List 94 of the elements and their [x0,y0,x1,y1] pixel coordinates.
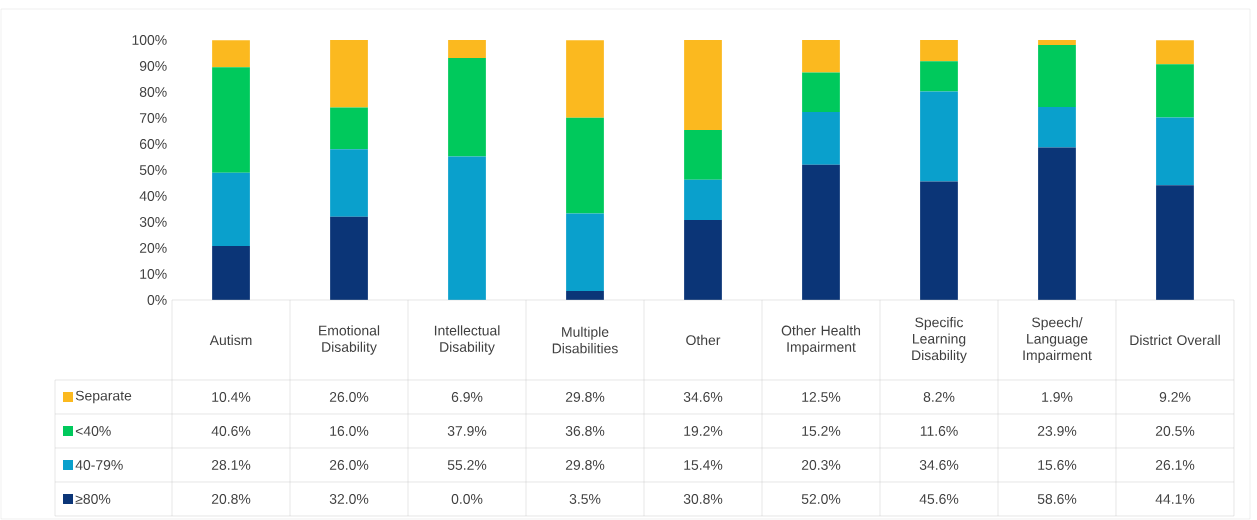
bar [920,91,958,182]
bar [330,216,368,300]
bar [330,149,368,217]
bar [1156,185,1194,300]
bar [802,72,840,113]
bar [566,117,604,214]
data-label: 0.0% [451,494,483,504]
data-label: 32.0% [329,494,369,504]
legend-label: ≥80% [75,494,111,504]
data-label: 26.1% [1155,460,1195,470]
data-label: 20.3% [801,460,841,470]
data-label: 44.1% [1155,494,1195,504]
bar [212,245,250,300]
y-tick-label: 70% [139,113,167,123]
bar [684,219,722,300]
data-label: 15.2% [802,426,841,436]
data-label: 19.2% [684,426,723,436]
bar [566,213,604,291]
data-label: 28.1% [211,460,251,470]
data-label: 34.6% [683,392,723,402]
bar [1156,64,1194,118]
data-label: 12.5% [802,392,841,402]
bar [330,107,368,150]
data-label: 55.2% [447,460,487,470]
data-label: 11.6% [920,426,958,436]
data-label: 16.0% [330,426,369,436]
bar [566,40,604,118]
bar [1038,44,1076,108]
x-tick-label: Autism [209,334,252,346]
data-label: 1.9% [1042,392,1073,402]
bar [1038,107,1076,148]
bar [684,129,722,180]
bar [212,40,250,68]
bar [802,39,840,73]
bar [330,39,368,108]
bar [212,172,250,246]
legend-label: 40-79% [75,460,123,470]
x-tick-label: District Overall [1130,334,1220,346]
bar [684,179,722,220]
bar [448,156,486,300]
data-label: 6.9% [451,392,483,402]
data-label: 34.6% [919,460,959,470]
data-label: 36.8% [565,426,605,436]
bar [684,39,722,130]
bar [1038,39,1076,45]
x-tick-label: Emotional Disability [319,325,380,355]
bar [920,61,958,92]
data-label: 23.9% [1037,426,1077,436]
data-label: 37.9% [447,426,487,436]
data-label: 9.2% [1159,392,1191,402]
data-label: 3.5% [569,494,601,504]
y-tick-label: 50% [139,165,167,175]
y-tick-label: 40% [139,191,167,201]
y-tick-label: 20% [139,243,167,253]
x-tick-label: Multiple Disabilities [552,326,618,354]
bar [802,164,840,300]
data-label: 52.0% [801,494,841,504]
y-tick-label: 80% [139,87,167,97]
data-label: 26.0% [329,460,369,470]
bar [920,181,958,300]
x-tick-label: Other Health Impairment [781,325,861,355]
bar [1038,147,1076,300]
bar [1156,117,1194,186]
bar [920,39,958,62]
data-label: 8.2% [923,392,955,402]
bar [212,67,250,173]
y-tick-label: 10% [140,269,167,279]
data-label: 45.6% [919,494,959,504]
data-label: 20.5% [1155,426,1195,436]
x-tick-label: Other [686,334,721,346]
bar [448,57,486,157]
y-tick-label: 30% [139,217,167,227]
legend-label: Separate [75,390,132,404]
data-label: 29.8% [565,392,605,402]
y-tick-label: 90% [139,61,167,71]
data-label: 40.6% [211,426,251,436]
y-tick-label: 60% [139,139,167,149]
y-tick-label: 0% [147,295,167,305]
legend-label: <40% [75,426,111,436]
data-label: 15.4% [684,460,723,470]
data-label: 30.8% [683,494,723,504]
x-tick-label: Specific Learning Disability [912,317,967,363]
y-tick-label: 100% [132,35,167,45]
data-label: 29.8% [565,460,605,470]
data-label: 10.4% [212,392,251,402]
bar [802,112,840,165]
x-tick-label: Intellectual Disability [434,325,500,355]
bar [448,39,486,58]
bar [1156,40,1194,65]
data-label: 26.0% [329,392,369,402]
x-tick-label: Speech/ Language Impairment [1023,317,1092,363]
data-label: 58.6% [1037,494,1077,504]
data-label: 20.8% [211,494,251,504]
data-label: 15.6% [1038,460,1077,470]
